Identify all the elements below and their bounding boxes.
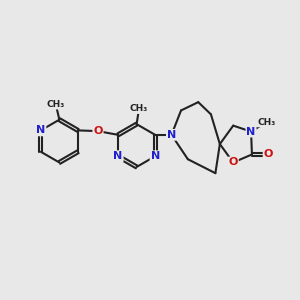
Text: O: O bbox=[229, 158, 238, 167]
Text: N: N bbox=[167, 130, 176, 140]
Text: O: O bbox=[93, 126, 103, 136]
Text: CH₃: CH₃ bbox=[47, 100, 65, 109]
Text: O: O bbox=[264, 149, 273, 160]
Text: CH₃: CH₃ bbox=[257, 118, 276, 127]
Text: N: N bbox=[36, 125, 45, 135]
Text: CH₃: CH₃ bbox=[130, 104, 148, 113]
Text: N: N bbox=[113, 151, 123, 161]
Text: N: N bbox=[246, 127, 256, 136]
Text: N: N bbox=[151, 151, 160, 161]
